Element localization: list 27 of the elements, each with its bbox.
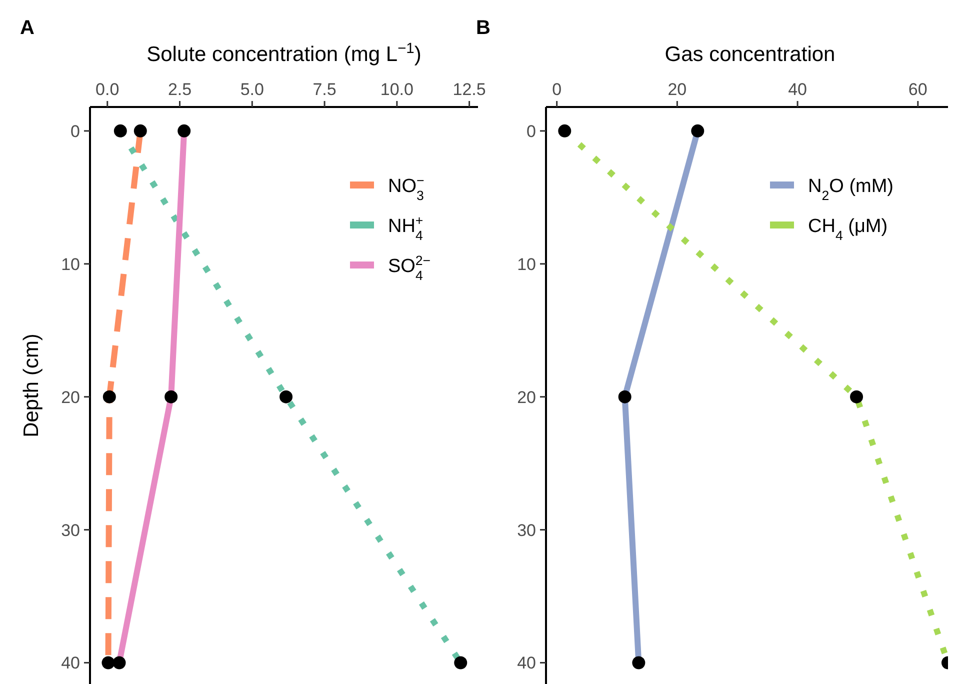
y-tick-label: 40 [517, 654, 536, 673]
x-tick-label: 7.5 [312, 80, 336, 99]
chart-title: B [476, 17, 490, 39]
y-tick-label: 40 [61, 654, 80, 673]
x-tick-label: 20 [668, 80, 687, 99]
x-tick-label: 0.0 [96, 80, 120, 99]
y-tick-label: 30 [517, 520, 536, 540]
chart-title: A [20, 17, 34, 39]
y-tick-label: 10 [517, 254, 536, 274]
x-tick-label: 12.5 [452, 80, 486, 99]
x-tick-label: 2.5 [168, 80, 192, 99]
y-tick-label: 10 [61, 254, 80, 274]
y-axis-title: Depth (cm) [20, 334, 43, 438]
x-tick-label: 0 [552, 80, 562, 99]
x-axis-title: Solute concentration (mg L$^{−1}$) [146, 41, 422, 66]
y-tick-label: 20 [61, 388, 80, 407]
y-tick-label: 0 [526, 122, 536, 141]
y-tick-label: 0 [70, 122, 80, 141]
legend-label: N$_{2}$O (mM) [808, 176, 894, 202]
x-tick-label: 10.0 [380, 80, 414, 99]
legend-label: CH$_{4}$ (μM) [808, 216, 888, 242]
y-tick-label: 20 [517, 388, 536, 407]
x-tick-label: 60 [908, 80, 928, 99]
y-tick-label: 30 [61, 520, 80, 540]
x-tick-label: 5.0 [240, 80, 264, 99]
x-axis-title: Gas concentration [664, 43, 836, 66]
x-tick-label: 40 [788, 80, 807, 99]
